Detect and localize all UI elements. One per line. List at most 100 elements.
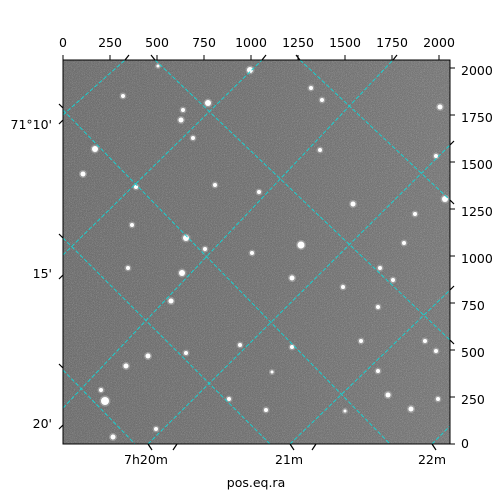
grid-line <box>63 60 263 256</box>
star <box>264 408 268 412</box>
dec-tick-label: 20' <box>33 416 52 431</box>
star <box>205 100 211 106</box>
right-tick-label: 1000 <box>461 251 493 266</box>
star <box>203 247 207 251</box>
dec-tick-label: 71°10' <box>11 117 53 132</box>
grid-line <box>147 144 450 444</box>
celestial-tick <box>58 424 64 430</box>
celestial-tick <box>147 443 153 451</box>
star <box>376 369 380 373</box>
right-pixel-axis: 0 250 500 750 1000 1250 1500 1750 2000 <box>461 63 493 451</box>
grid-line <box>299 60 450 201</box>
celestial-tick <box>449 199 455 205</box>
star <box>289 275 295 281</box>
star <box>101 397 109 405</box>
right-tick-label: 2000 <box>461 63 493 78</box>
star <box>402 241 406 245</box>
right-tick-label: 250 <box>461 392 485 407</box>
celestial-tick <box>261 54 267 61</box>
grid-line <box>289 289 450 444</box>
star <box>123 363 129 369</box>
star <box>442 196 448 202</box>
x-axis-title: pos.eq.ra <box>227 475 285 490</box>
right-tick-label: 1750 <box>461 110 493 125</box>
star <box>297 241 305 249</box>
grid-line <box>63 237 271 444</box>
grid-line <box>63 60 394 409</box>
top-tick-label: 2000 <box>423 35 455 50</box>
celestial-tick <box>431 443 437 451</box>
sky-image <box>63 60 450 444</box>
star <box>309 86 313 90</box>
star <box>80 171 86 177</box>
star <box>154 427 158 431</box>
ra-tick-label: 21m <box>275 452 303 467</box>
celestial-tick <box>449 339 455 345</box>
star <box>408 406 414 412</box>
celestial-tick <box>172 443 178 451</box>
dec-tick-label: 15' <box>33 266 52 281</box>
celestial-tick <box>392 54 398 61</box>
star <box>178 117 184 123</box>
star <box>250 251 254 255</box>
star <box>110 434 116 440</box>
top-pixel-axis: 0 250 500 750 1000 1250 1500 1750 2000 <box>59 35 455 50</box>
star <box>184 351 188 355</box>
star <box>99 388 103 392</box>
star <box>126 266 130 270</box>
star <box>385 392 391 398</box>
celestial-tick <box>150 54 156 61</box>
star <box>343 409 347 413</box>
star <box>134 185 138 189</box>
star <box>391 278 395 282</box>
star <box>168 298 174 304</box>
star <box>434 349 438 353</box>
grid-line <box>63 60 126 116</box>
star <box>378 266 382 270</box>
celestial-tick <box>449 140 455 146</box>
grid-line <box>63 369 136 444</box>
celestial-tick <box>58 363 64 369</box>
top-tick-label: 500 <box>145 35 169 50</box>
right-tick-label: 0 <box>461 436 469 451</box>
star <box>423 339 427 343</box>
celestial-tick <box>58 119 64 125</box>
star <box>290 345 294 349</box>
star <box>257 190 261 194</box>
star <box>376 305 380 309</box>
star <box>156 64 160 68</box>
celestial-tick <box>58 233 64 239</box>
celestial-tick <box>295 54 301 61</box>
top-tick-label: 750 <box>192 35 216 50</box>
star <box>413 212 417 216</box>
celestial-tick <box>289 443 295 451</box>
celestial-tick <box>124 54 130 61</box>
celestial-grid <box>63 60 450 444</box>
celestial-tick <box>58 103 64 109</box>
star <box>434 154 438 158</box>
grid-line <box>154 60 450 341</box>
ra-tick-label: 7h20m <box>124 452 168 467</box>
top-tick-label: 1500 <box>329 35 361 50</box>
grid-line <box>431 425 450 444</box>
star <box>437 104 443 110</box>
star-sources <box>79 63 450 441</box>
star <box>130 223 134 227</box>
top-tick-label: 1250 <box>282 35 314 50</box>
star <box>320 98 324 102</box>
plot-frame <box>62 59 451 445</box>
bottom-ra-axis: 7h20m 21m 22m pos.eq.ra <box>124 452 446 490</box>
celestial-tick <box>449 285 455 291</box>
star <box>238 343 242 347</box>
star <box>191 136 195 140</box>
star <box>179 270 185 276</box>
left-dec-axis: 71°10' 15' 20' <box>11 117 53 431</box>
star <box>247 67 253 73</box>
right-tick-label: 500 <box>461 345 485 360</box>
top-tick-label: 1000 <box>235 35 267 50</box>
star <box>341 285 345 289</box>
star <box>359 339 363 343</box>
right-tick-label: 1500 <box>461 157 493 172</box>
star <box>181 108 185 112</box>
